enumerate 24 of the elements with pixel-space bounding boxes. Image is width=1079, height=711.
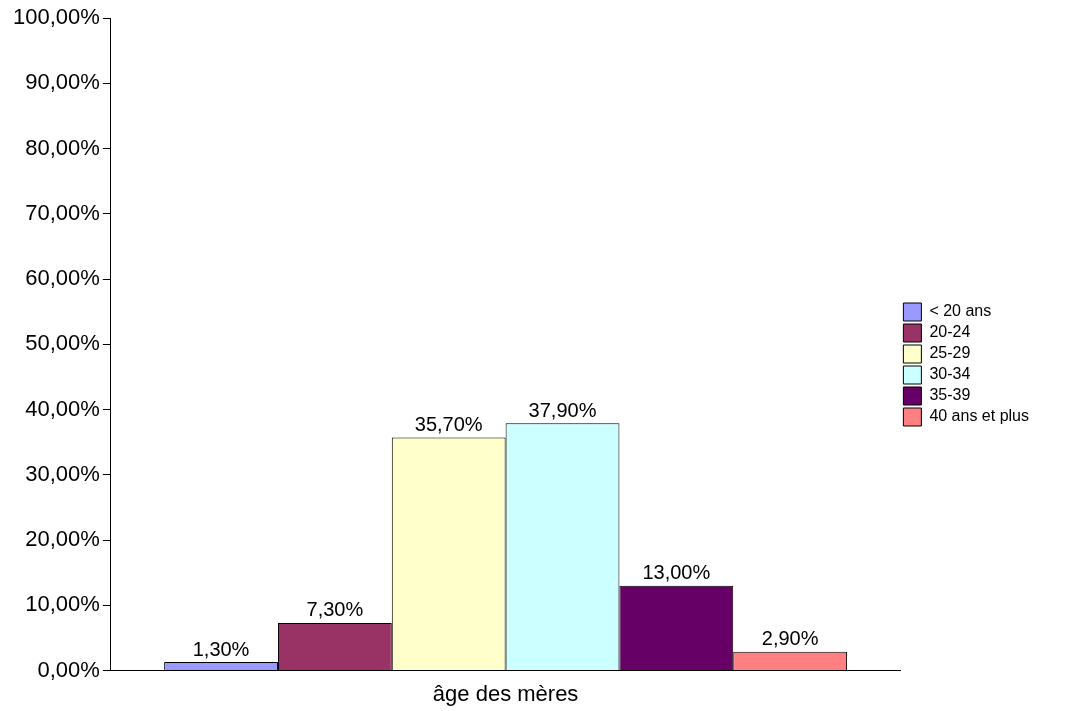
x-tick-label: âge des mères	[432, 680, 579, 706]
legend-label: 25-29	[929, 344, 971, 362]
y-tick-label: 30,00%	[25, 460, 100, 486]
data-label: 7,30%	[306, 598, 364, 621]
y-tick-label: 40,00%	[25, 395, 100, 421]
y-tick-label: 90,00%	[25, 69, 100, 95]
data-label: 35,70%	[414, 413, 483, 436]
data-label: 13,00%	[642, 561, 711, 584]
legend-label: 20-24	[929, 323, 971, 341]
legend-label: < 20 ans	[929, 302, 992, 320]
legend-label: 40 ans et plus	[929, 407, 1029, 425]
legend-label: 30-34	[929, 365, 971, 383]
y-tick-label: 100,00%	[12, 4, 100, 30]
y-tick-label: 80,00%	[25, 134, 100, 160]
y-tick-label: 20,00%	[25, 526, 100, 552]
y-tick-label: 50,00%	[25, 330, 100, 356]
y-tick-label: 0,00%	[37, 656, 100, 682]
legend-label: 35-39	[929, 386, 971, 404]
data-label: 2,90%	[761, 627, 819, 650]
y-tick-label: 70,00%	[25, 199, 100, 225]
data-label: 37,90%	[528, 398, 597, 421]
data-label: 1,30%	[192, 637, 250, 660]
y-tick-label: 10,00%	[25, 591, 100, 617]
y-tick-label: 60,00%	[25, 265, 100, 291]
